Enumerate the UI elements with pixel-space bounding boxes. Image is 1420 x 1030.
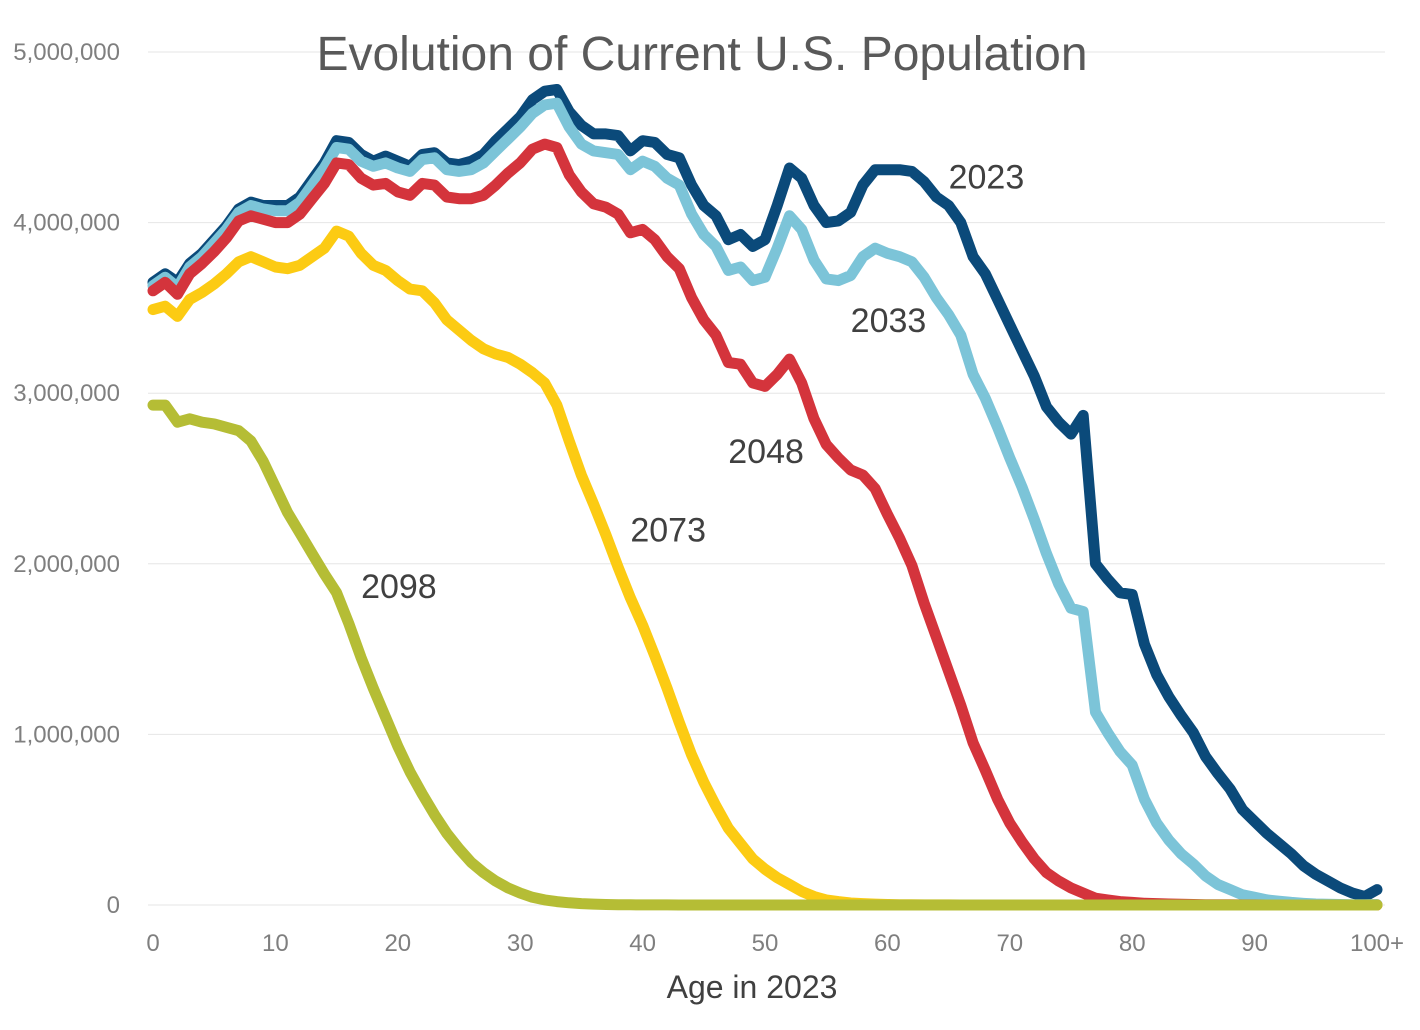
series-label-2098: 2098 [361, 568, 437, 606]
y-axis-ticks: 0 1,000,000 2,000,000 3,000,000 4,000,000 5,0… [13, 39, 120, 919]
x-axis-label: Age in 2023 [667, 969, 838, 1005]
x-tick-label: 50 [752, 930, 779, 957]
x-tick-label: 0 [146, 930, 159, 957]
chart-title: Evolution of Current U.S. Population [316, 28, 1087, 81]
x-tick-label: 100+ [1350, 930, 1404, 957]
y-tick-label: 0 [107, 892, 120, 919]
series-labels: 2023 2033 2048 2073 2098 [361, 158, 1024, 605]
y-tick-label: 2,000,000 [13, 551, 120, 578]
series-line-2073 [147, 225, 1383, 911]
y-tick-label: 1,000,000 [13, 721, 120, 748]
series-line-2033 [147, 97, 1383, 911]
x-tick-label: 30 [507, 930, 534, 957]
x-tick-label: 70 [996, 930, 1023, 957]
series-label-2073: 2073 [630, 512, 706, 550]
x-tick-label: 90 [1241, 930, 1268, 957]
series-lines [147, 84, 1383, 911]
y-tick-label: 5,000,000 [13, 39, 120, 66]
series-line-2098 [147, 399, 1383, 911]
x-tick-label: 40 [629, 930, 656, 957]
y-tick-label: 4,000,000 [13, 210, 120, 237]
x-tick-label: 10 [262, 930, 289, 957]
series-line-2048 [147, 138, 1383, 911]
x-tick-label: 60 [874, 930, 901, 957]
y-tick-label: 3,000,000 [13, 380, 120, 407]
series-line-2023 [147, 84, 1383, 902]
x-tick-label: 20 [384, 930, 411, 957]
series-label-2023: 2023 [949, 158, 1025, 196]
series-label-2033: 2033 [851, 302, 927, 340]
x-tick-label: 80 [1119, 930, 1146, 957]
series-label-2048: 2048 [728, 433, 804, 471]
x-axis-ticks: 0 10 20 30 40 50 60 70 80 90 100+ [146, 930, 1404, 957]
gridlines [148, 51, 1385, 906]
